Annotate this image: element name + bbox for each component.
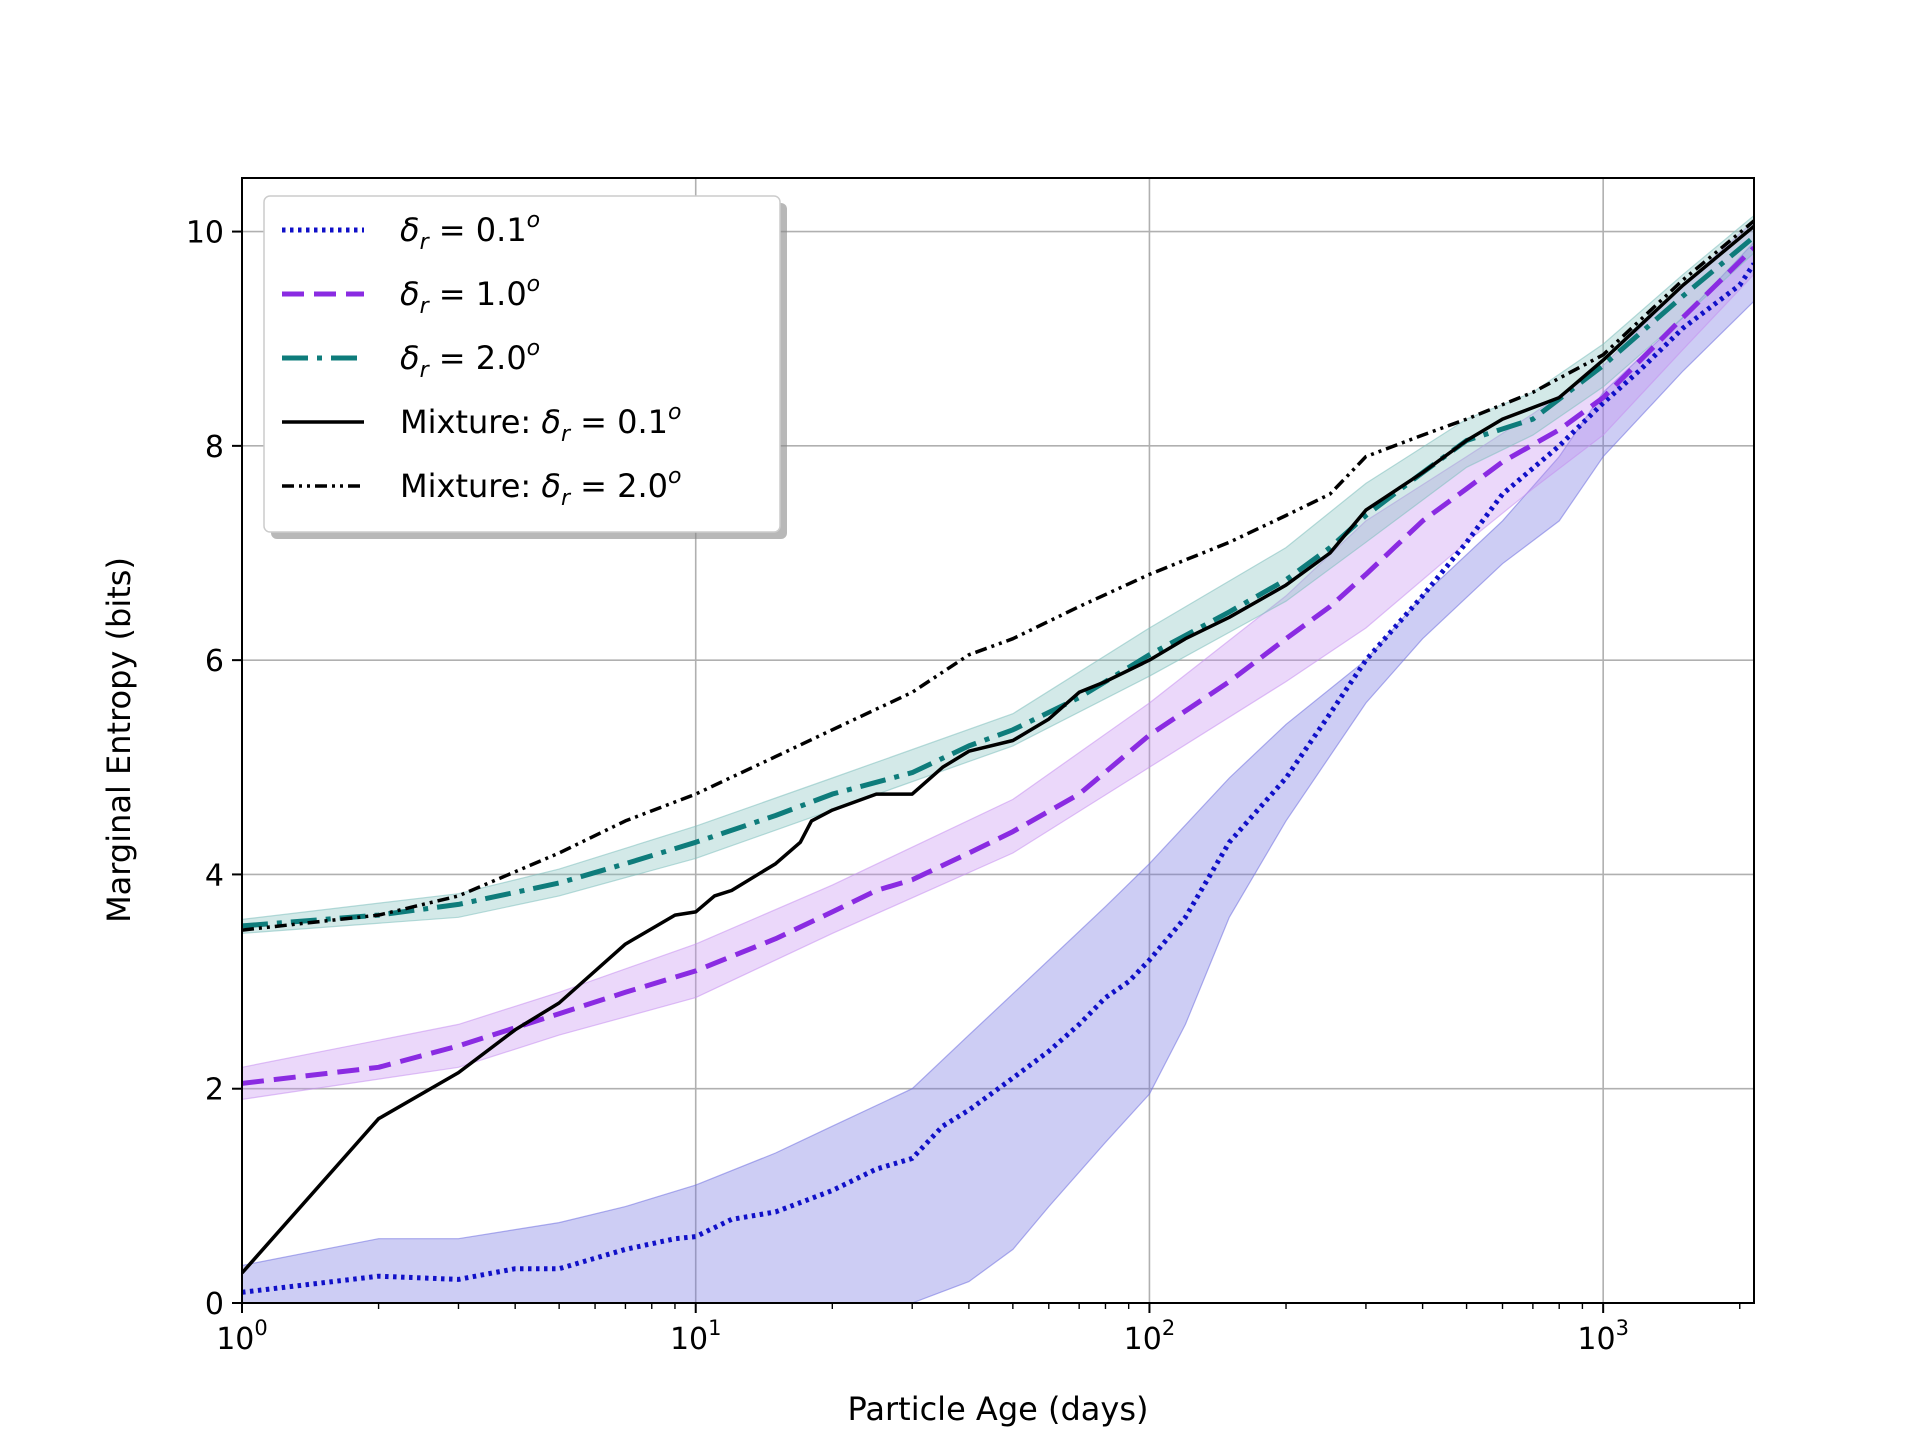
- series-line-Mixture: δr = 0.1°: [242, 224, 1754, 1275]
- y-tick-label: 6: [205, 644, 224, 679]
- series-line-δr = 1.0°: [242, 245, 1754, 1086]
- y-axis-label: Marginal Entropy (bits): [100, 557, 138, 923]
- x-tick-label: 100: [216, 1316, 268, 1357]
- band-δr = 2.0°: [242, 214, 1754, 935]
- legend-entry-label: Mixture: δr = 0.1o: [400, 400, 682, 447]
- plot-frame: [241, 177, 1755, 1304]
- legend-entry-label: δr = 2.0o: [400, 336, 540, 383]
- legend-box: [263, 195, 781, 533]
- legend-entry-label: δr = 1.0o: [400, 272, 540, 319]
- y-tick-label: 10: [186, 216, 224, 251]
- legend-entry-label: δr = 0.1o: [400, 208, 540, 255]
- x-tick-label: 103: [1577, 1316, 1629, 1357]
- series-line-δr = 0.1°: [242, 262, 1754, 1295]
- series-lines: [242, 219, 1754, 1295]
- x-axis-label: Particle Age (days): [848, 1390, 1149, 1428]
- y-tick-label: 8: [205, 430, 224, 465]
- axis-ticks: 100 101 102 103 0 2 4 6 8 10: [186, 216, 1741, 1357]
- band-δr = 1.0°: [242, 220, 1754, 1101]
- y-tick-label: 4: [205, 858, 224, 893]
- legend: δr = 0.1o δr = 1.0o δr = 2.0o Mixture: δr =…: [263, 195, 787, 539]
- y-tick-label: 2: [205, 1073, 224, 1108]
- y-tick-label: 0: [205, 1287, 224, 1322]
- series-line-Mixture: δr = 2.0°: [242, 219, 1754, 932]
- x-tick-label: 101: [670, 1316, 722, 1357]
- legend-entry-label: Mixture: δr = 2.0o: [400, 464, 682, 511]
- series-line-δr = 2.0°: [242, 234, 1754, 929]
- x-tick-label: 102: [1124, 1316, 1176, 1357]
